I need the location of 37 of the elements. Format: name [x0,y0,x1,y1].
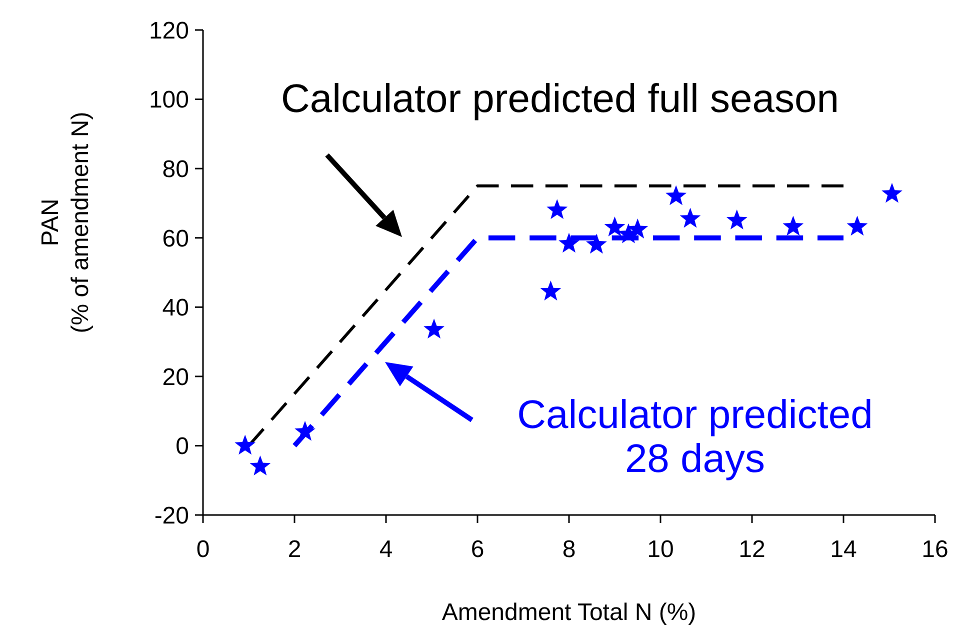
point [846,216,868,236]
point [294,420,316,441]
x-tick-label: 10 [647,536,674,563]
point [782,216,804,236]
y-tick-label: -20 [154,502,189,530]
x-tick-label: 16 [922,536,948,563]
x-tick-label: 14 [830,536,857,563]
point [627,218,648,238]
y-tick-label: 80 [162,156,189,183]
point [882,182,902,203]
x-tick-label: 12 [738,536,766,563]
y-tick-label: 60 [162,225,189,252]
point [546,199,568,220]
y-tick-label: 40 [162,294,189,322]
point [586,234,607,254]
point [424,318,444,339]
point [680,208,701,228]
y-tick-label: 0 [176,433,189,460]
point [540,280,562,300]
x-tick-label: 2 [288,536,302,563]
x-tick-label: 6 [470,536,484,563]
point [726,210,748,230]
x-tick-label: 8 [562,536,576,563]
point [250,456,271,476]
annotation: Calculator predicted 28 days [517,393,873,481]
y-tick-label: 100 [148,86,189,114]
y-axis-title: PAN (% of amendment N) [37,112,94,334]
point [234,434,256,455]
point [666,185,687,206]
point [604,216,626,236]
x-tick-label: 4 [379,536,393,563]
point [558,232,580,253]
y-tick-label: 20 [162,364,189,391]
y-tick-label: 120 [148,17,189,44]
x-axis-title: Amendment Total N (%) [442,599,696,626]
x-tick-label: 0 [196,536,210,563]
annotation: Calculator predicted full season [280,77,840,121]
